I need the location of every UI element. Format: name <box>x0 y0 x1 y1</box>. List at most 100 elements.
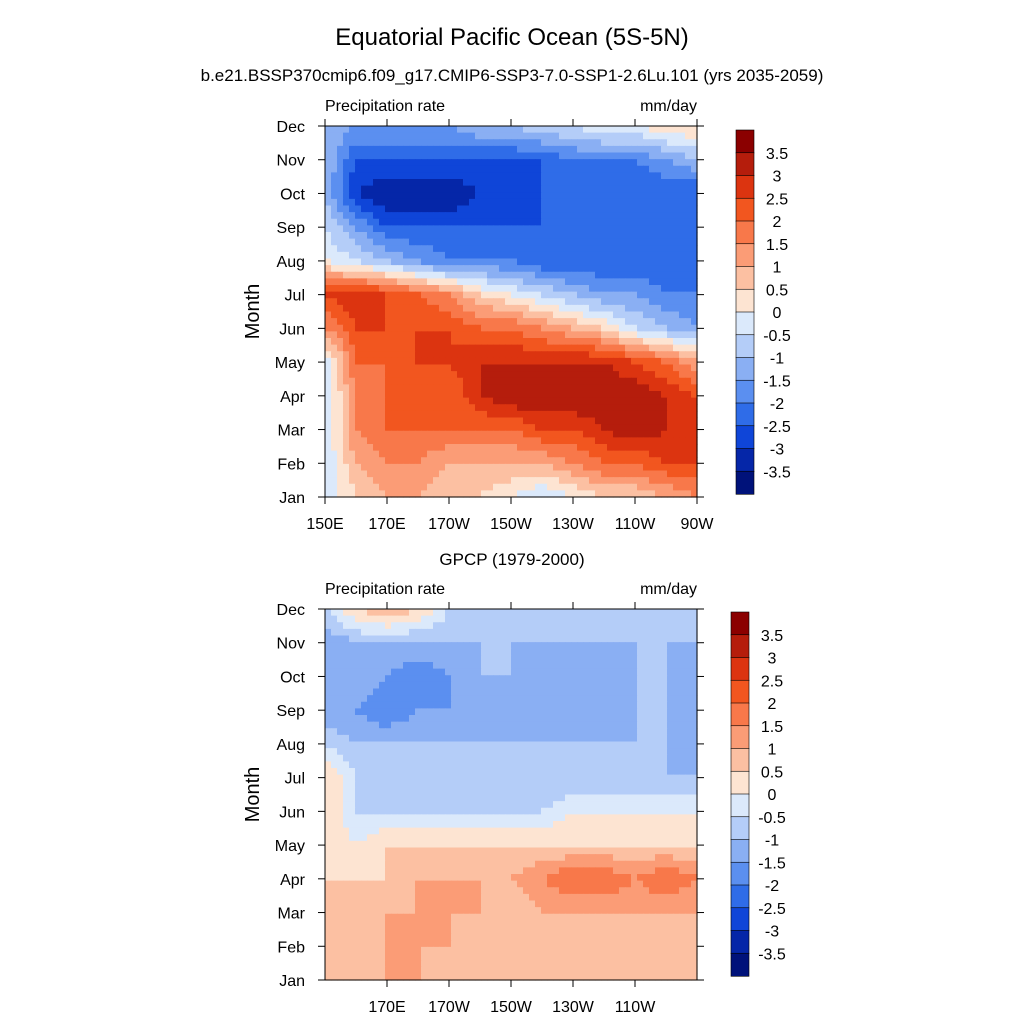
field-cell <box>493 701 500 709</box>
field-cell <box>427 437 434 445</box>
field-cell <box>643 159 650 167</box>
field-cell <box>595 622 602 630</box>
field-cell <box>559 701 566 709</box>
field-cell <box>655 609 662 617</box>
field-cell <box>451 715 458 723</box>
field-cell <box>631 344 638 352</box>
field-cell <box>343 688 350 696</box>
field-cell <box>523 741 530 749</box>
field-cell <box>613 701 620 709</box>
field-cell <box>493 377 500 385</box>
field-cell <box>481 145 488 154</box>
field-cell <box>559 444 566 452</box>
field-cell <box>397 417 404 425</box>
field-cell <box>643 681 650 690</box>
field-cell <box>667 271 674 279</box>
field-cell <box>355 159 362 167</box>
field-cell <box>343 159 350 167</box>
field-cell <box>673 364 680 372</box>
field-cell <box>679 410 686 419</box>
field-cell <box>667 748 674 756</box>
field-cell <box>499 152 506 160</box>
field-cell <box>529 251 536 260</box>
field-cell <box>559 126 566 134</box>
field-cell <box>595 139 602 147</box>
field-cell <box>445 132 452 140</box>
field-cell <box>679 291 686 299</box>
field-cell <box>493 470 500 478</box>
field-cell <box>583 404 590 412</box>
field-cell <box>415 159 422 167</box>
field-cell <box>565 278 572 286</box>
field-cell <box>499 311 506 319</box>
field-cell <box>349 715 356 723</box>
field-cell <box>691 642 698 650</box>
field-cell <box>559 662 566 670</box>
field-cell <box>343 417 350 425</box>
field-cell <box>547 278 554 286</box>
field-cell <box>619 662 626 670</box>
field-cell <box>535 668 542 676</box>
field-cell <box>565 609 572 617</box>
field-cell <box>553 145 560 154</box>
field-cell <box>553 662 560 670</box>
field-cell <box>613 628 620 637</box>
field-cell <box>655 424 662 432</box>
field-cell <box>409 384 416 392</box>
field-cell <box>415 126 422 134</box>
field-cell <box>625 311 632 319</box>
field-cell <box>451 642 458 650</box>
field-cell <box>469 364 476 372</box>
field-cell <box>637 457 644 465</box>
field-cell <box>655 384 662 392</box>
field-cell <box>355 490 362 498</box>
field-cell <box>673 681 680 690</box>
field-cell <box>337 364 344 372</box>
field-cell <box>625 681 632 690</box>
field-cell <box>619 622 626 630</box>
field-cell <box>505 655 512 663</box>
field-cell <box>457 628 464 637</box>
field-cell <box>505 424 512 432</box>
field-cell <box>469 450 476 458</box>
field-cell <box>361 609 368 617</box>
field-cell <box>337 695 344 703</box>
field-cell <box>625 132 632 140</box>
field-cell <box>337 668 344 676</box>
field-cell <box>511 483 518 491</box>
field-cell <box>463 391 470 399</box>
field-cell <box>445 688 452 696</box>
field-cell <box>547 417 554 425</box>
field-cell <box>637 258 644 266</box>
field-cell <box>679 681 686 690</box>
field-cell <box>553 384 560 392</box>
field-cell <box>493 721 500 729</box>
field-cell <box>367 635 374 643</box>
field-cell <box>451 238 458 246</box>
field-cell <box>589 371 596 379</box>
field-cell <box>565 483 572 491</box>
field-cell <box>643 615 650 623</box>
field-cell <box>487 185 494 193</box>
field-cell <box>325 245 332 253</box>
field-cell <box>679 728 686 736</box>
field-cell <box>463 218 470 226</box>
field-cell <box>679 662 686 670</box>
field-cell <box>673 695 680 703</box>
field-cell <box>607 728 614 736</box>
field-cell <box>469 470 476 478</box>
field-cell <box>499 728 506 736</box>
field-cell <box>607 331 614 339</box>
field-cell <box>457 642 464 650</box>
field-cell <box>457 159 464 167</box>
field-cell <box>691 324 698 332</box>
field-cell <box>601 648 608 656</box>
field-cell <box>367 291 374 299</box>
field-cell <box>409 145 416 154</box>
field-cell <box>325 628 332 637</box>
field-cell <box>415 437 422 445</box>
field-cell <box>499 622 506 630</box>
field-cell <box>577 635 584 643</box>
field-cell <box>673 728 680 736</box>
field-cell <box>445 364 452 372</box>
